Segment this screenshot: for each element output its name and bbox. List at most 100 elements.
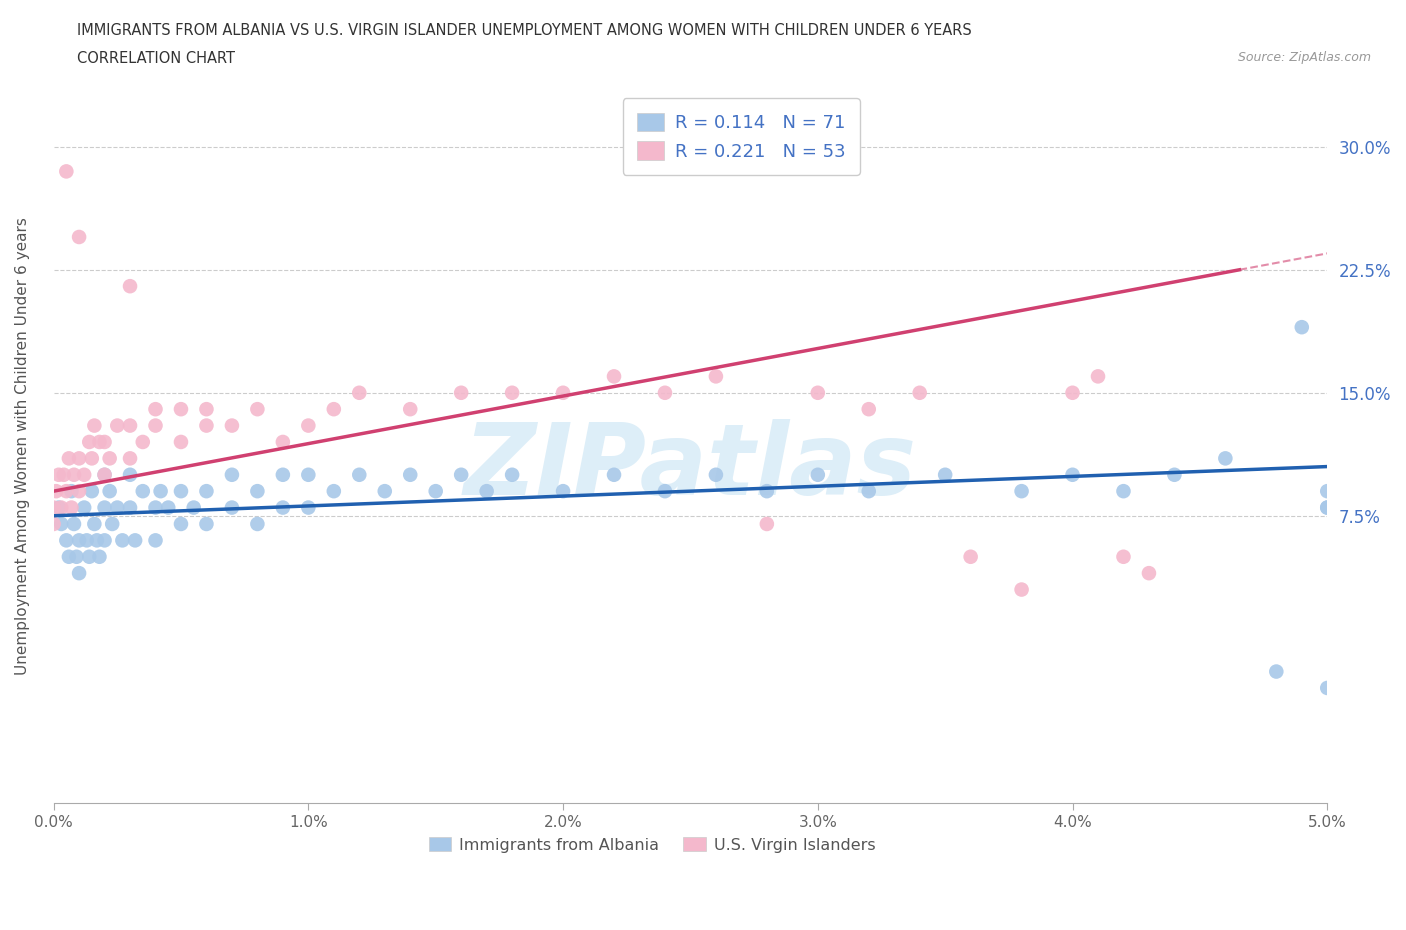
Point bbox=[221, 500, 243, 515]
Point bbox=[149, 484, 172, 498]
Point bbox=[105, 418, 128, 433]
Point bbox=[858, 484, 880, 498]
Text: CORRELATION CHART: CORRELATION CHART bbox=[77, 51, 235, 66]
Point bbox=[67, 533, 90, 548]
Point bbox=[132, 484, 155, 498]
Point bbox=[1316, 500, 1339, 515]
Point bbox=[246, 402, 269, 417]
Point bbox=[145, 418, 167, 433]
Point bbox=[89, 550, 111, 565]
Point bbox=[60, 500, 83, 515]
Point bbox=[297, 418, 319, 433]
Point bbox=[52, 468, 75, 483]
Point bbox=[704, 369, 727, 384]
Point bbox=[83, 418, 105, 433]
Point bbox=[42, 516, 65, 531]
Point bbox=[551, 385, 574, 400]
Point bbox=[63, 516, 86, 531]
Point bbox=[67, 484, 90, 498]
Point bbox=[83, 516, 105, 531]
Point bbox=[654, 385, 676, 400]
Point bbox=[704, 468, 727, 483]
Text: ZIPatlas: ZIPatlas bbox=[464, 419, 917, 516]
Point bbox=[195, 402, 218, 417]
Point bbox=[124, 533, 146, 548]
Point bbox=[111, 533, 134, 548]
Point bbox=[98, 484, 121, 498]
Point bbox=[1291, 320, 1313, 335]
Point bbox=[86, 533, 108, 548]
Point bbox=[93, 500, 115, 515]
Legend: Immigrants from Albania, U.S. Virgin Islanders: Immigrants from Albania, U.S. Virgin Isl… bbox=[423, 831, 882, 859]
Point bbox=[145, 402, 167, 417]
Point bbox=[170, 434, 193, 449]
Point bbox=[475, 484, 498, 498]
Point bbox=[1316, 500, 1339, 515]
Point bbox=[246, 484, 269, 498]
Point bbox=[425, 484, 447, 498]
Point bbox=[374, 484, 396, 498]
Point bbox=[157, 500, 180, 515]
Point bbox=[221, 468, 243, 483]
Point bbox=[755, 516, 778, 531]
Point bbox=[80, 484, 103, 498]
Point bbox=[93, 434, 115, 449]
Point bbox=[51, 500, 73, 515]
Point bbox=[118, 468, 141, 483]
Point bbox=[77, 434, 100, 449]
Point bbox=[89, 434, 111, 449]
Point bbox=[145, 500, 167, 515]
Point bbox=[93, 468, 115, 483]
Point bbox=[1215, 451, 1237, 466]
Point bbox=[271, 500, 294, 515]
Point bbox=[221, 418, 243, 433]
Point bbox=[1316, 484, 1339, 498]
Point bbox=[858, 402, 880, 417]
Point bbox=[58, 550, 80, 565]
Point bbox=[170, 484, 193, 498]
Point bbox=[183, 500, 205, 515]
Point bbox=[755, 484, 778, 498]
Point bbox=[399, 468, 422, 483]
Point bbox=[349, 385, 371, 400]
Point bbox=[118, 500, 141, 515]
Point bbox=[297, 500, 319, 515]
Point bbox=[60, 484, 83, 498]
Point bbox=[1112, 550, 1135, 565]
Point bbox=[77, 550, 100, 565]
Point bbox=[271, 468, 294, 483]
Point bbox=[76, 533, 98, 548]
Point bbox=[1087, 369, 1109, 384]
Point bbox=[118, 418, 141, 433]
Point bbox=[63, 468, 86, 483]
Point bbox=[195, 516, 218, 531]
Point bbox=[67, 230, 90, 245]
Point bbox=[118, 451, 141, 466]
Point bbox=[551, 484, 574, 498]
Point bbox=[170, 402, 193, 417]
Point bbox=[1316, 681, 1339, 696]
Point bbox=[1062, 385, 1084, 400]
Point bbox=[101, 516, 124, 531]
Point bbox=[501, 385, 523, 400]
Point bbox=[1011, 582, 1033, 597]
Point bbox=[48, 500, 70, 515]
Point bbox=[322, 402, 344, 417]
Point bbox=[195, 418, 218, 433]
Y-axis label: Unemployment Among Women with Children Under 6 years: Unemployment Among Women with Children U… bbox=[15, 217, 30, 675]
Point bbox=[654, 484, 676, 498]
Point bbox=[65, 550, 87, 565]
Point bbox=[501, 468, 523, 483]
Point bbox=[1163, 468, 1185, 483]
Point bbox=[55, 484, 77, 498]
Point bbox=[195, 484, 218, 498]
Point bbox=[1137, 565, 1160, 580]
Point bbox=[603, 468, 626, 483]
Point bbox=[55, 533, 77, 548]
Point bbox=[1011, 484, 1033, 498]
Point bbox=[48, 468, 70, 483]
Point bbox=[145, 533, 167, 548]
Point bbox=[349, 468, 371, 483]
Point bbox=[67, 451, 90, 466]
Point bbox=[908, 385, 931, 400]
